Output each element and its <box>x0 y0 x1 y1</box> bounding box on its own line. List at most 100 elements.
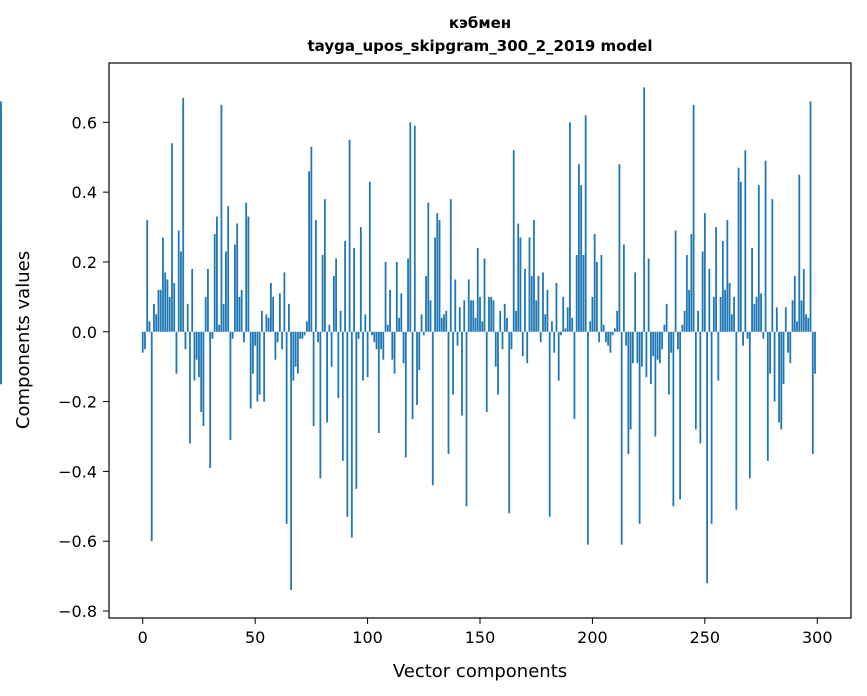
bar-64 <box>285 331 288 524</box>
bar-230 <box>658 331 661 364</box>
bar-290 <box>793 275 796 332</box>
bar-40 <box>231 331 234 339</box>
x-axis-label: Vector components <box>393 661 567 682</box>
bar-86 <box>335 258 337 332</box>
bar-43 <box>238 296 241 332</box>
bar-142 <box>461 331 463 416</box>
bar-128 <box>429 300 432 332</box>
bar-270 <box>748 331 751 479</box>
bar-229 <box>656 331 659 360</box>
bar-series <box>0 87 816 591</box>
bar-undefined <box>0 331 2 385</box>
bar-284 <box>780 331 783 430</box>
bar-103 <box>373 331 376 343</box>
bar-272 <box>753 303 756 332</box>
bar-134 <box>443 314 445 332</box>
bar-218 <box>632 331 634 364</box>
bar-52 <box>258 331 261 395</box>
bar-207 <box>607 331 610 346</box>
bar-141 <box>458 307 461 332</box>
bar-182 <box>551 321 553 332</box>
bar-180 <box>546 289 549 332</box>
bar-88 <box>339 310 342 332</box>
bar-100 <box>366 331 369 378</box>
x-tick-label: 300 <box>802 628 833 647</box>
bar-136 <box>447 331 450 454</box>
bar-3 <box>148 321 151 332</box>
bar-262 <box>730 314 733 332</box>
bar-268 <box>744 150 747 332</box>
bar-244 <box>690 234 693 332</box>
bar-0 <box>141 331 144 353</box>
bar-83 <box>328 324 331 332</box>
bar-107 <box>382 331 385 360</box>
bar-285 <box>782 331 785 385</box>
bar-104 <box>375 331 378 350</box>
bar-36 <box>222 303 225 332</box>
bar-13 <box>171 143 173 332</box>
bar-199 <box>589 321 592 332</box>
bar-127 <box>427 202 430 332</box>
y-axis-label: Components values <box>13 251 34 429</box>
bar-108 <box>384 261 387 332</box>
bar-146 <box>470 300 472 332</box>
bar-53 <box>261 310 263 332</box>
bar-263 <box>733 296 735 332</box>
bar-241 <box>683 310 686 332</box>
bar-294 <box>802 268 805 332</box>
bar-258 <box>721 241 724 332</box>
bar-20 <box>186 303 189 332</box>
bar-209 <box>611 331 614 336</box>
bar-76 <box>312 331 315 427</box>
bar-234 <box>667 331 670 395</box>
bar-111 <box>391 331 394 360</box>
bar-102 <box>371 331 373 336</box>
bar-47 <box>247 216 250 332</box>
bar-292 <box>798 174 801 332</box>
bar-73 <box>305 321 308 332</box>
bar-2 <box>146 220 149 332</box>
bar-206 <box>605 331 607 343</box>
bar-55 <box>265 314 268 332</box>
bar-135 <box>445 310 448 332</box>
bar-184 <box>555 282 558 332</box>
bar-109 <box>386 324 389 332</box>
bar-97 <box>359 227 362 332</box>
bar-235 <box>670 331 673 353</box>
bar-61 <box>278 293 281 332</box>
bar-253 <box>710 331 713 524</box>
bar-69 <box>296 331 299 374</box>
bar-162 <box>506 317 508 332</box>
bar-32 <box>213 234 216 332</box>
bar-154 <box>488 296 490 332</box>
bar-170 <box>524 268 526 332</box>
bar-121 <box>413 125 416 332</box>
bar-226 <box>649 331 652 385</box>
bar-16 <box>177 230 180 332</box>
bar-293 <box>800 300 803 332</box>
bar-179 <box>544 314 547 332</box>
bar-147 <box>472 300 475 332</box>
bar-194 <box>578 164 580 332</box>
bar-82 <box>326 331 328 423</box>
bar-138 <box>452 331 454 395</box>
bar-168 <box>519 237 522 332</box>
chart-subtitle: tayga_upos_skipgram_300_2_2019 model <box>308 37 653 55</box>
bar-140 <box>456 331 459 346</box>
chart-title: кэбмен <box>449 14 511 32</box>
bar-80 <box>321 254 324 332</box>
bar-68 <box>294 331 297 367</box>
bar-59 <box>274 331 277 360</box>
bar-153 <box>485 331 488 413</box>
bar-126 <box>425 275 427 332</box>
bar-27 <box>202 331 205 427</box>
x-tick-label: 150 <box>465 628 496 647</box>
bar-246 <box>694 331 697 430</box>
bar-233 <box>665 303 668 332</box>
bar-171 <box>526 331 529 364</box>
bar-237 <box>674 230 677 332</box>
bar-297 <box>809 101 812 332</box>
bar-33 <box>216 216 218 332</box>
bar-266 <box>739 181 742 332</box>
